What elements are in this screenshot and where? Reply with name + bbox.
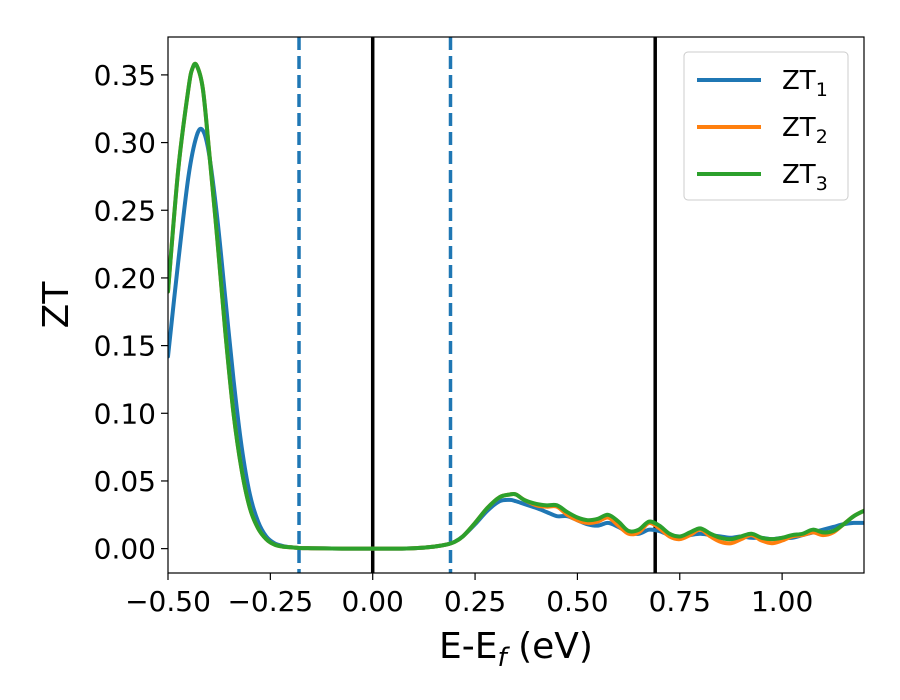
legend-label-main: ZT (782, 66, 816, 96)
x-tick-label: 0.00 (342, 585, 404, 618)
series-layer (168, 61, 864, 551)
y-axis-ticks: 0.00 0.05 0.10 0.15 0.20 0.25 0.30 0.35 (94, 59, 168, 566)
legend-label: ZT3 (782, 160, 828, 195)
series-line-zt1 (168, 126, 864, 551)
legend-label-subscript: 3 (816, 173, 828, 195)
y-tick-label: 0.35 (94, 59, 156, 92)
y-tick-label: 0.25 (94, 194, 156, 227)
y-tick-label: 0.00 (94, 533, 156, 566)
x-tick-label: 0.25 (444, 585, 506, 618)
y-tick-label: 0.10 (94, 397, 156, 430)
reference-lines (297, 37, 657, 573)
y-tick-label: 0.15 (94, 330, 156, 363)
x-axis-label: E-Ef (eV) (439, 626, 593, 673)
y-axis-label: ZT (36, 281, 77, 329)
x-axis-label-unit: (eV) (507, 626, 593, 667)
x-tick-label: 1.00 (751, 585, 813, 618)
plot-frame (167, 36, 865, 574)
x-axis-ticks: −0.50 −0.25 0.00 0.25 0.50 0.75 1.00 (125, 573, 813, 618)
x-tick-label: 0.75 (649, 585, 711, 618)
x-axis-label-main: E-E (439, 626, 497, 667)
x-tick-label: −0.50 (125, 585, 211, 618)
legend-label-subscript: 1 (816, 79, 828, 101)
legend-label: ZT2 (782, 113, 828, 148)
legend-label-main: ZT (782, 160, 816, 190)
y-tick-label: 0.20 (94, 262, 156, 295)
legend-label: ZT1 (782, 66, 828, 101)
x-tick-label: 0.50 (546, 585, 608, 618)
x-tick-label: −0.25 (227, 585, 313, 618)
y-tick-label: 0.05 (94, 465, 156, 498)
y-tick-label: 0.30 (94, 127, 156, 160)
legend-label-subscript: 2 (816, 126, 828, 148)
legend-box (683, 51, 849, 201)
legend-label-main: ZT (782, 113, 816, 143)
series-line-zt3 (168, 61, 864, 551)
